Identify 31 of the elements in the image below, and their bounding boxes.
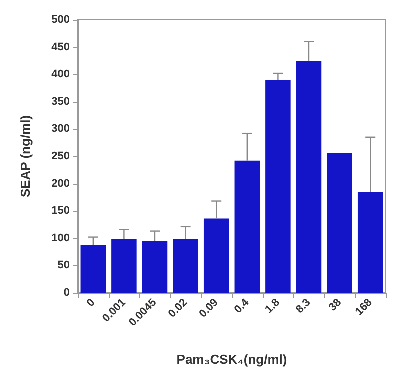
x-tick-label: 1.8 [263, 296, 282, 316]
y-tick-label: 200 [52, 178, 70, 190]
y-axis-title: SEAP (ng/ml) [18, 115, 33, 198]
bar [296, 60, 322, 293]
x-tick-label: 38 [326, 296, 344, 314]
bar [204, 218, 230, 293]
bar [327, 153, 352, 293]
x-axis-title: Pam₃CSK₄(ng/ml) [176, 352, 288, 367]
y-tick-label: 250 [52, 150, 70, 162]
bar [266, 80, 291, 293]
y-tick-label: 400 [52, 68, 70, 81]
x-tick-label: 0.09 [197, 296, 221, 320]
bar [234, 160, 260, 293]
y-tick-label: 100 [52, 232, 70, 244]
y-tick-label: 300 [52, 123, 70, 136]
x-tick-label: 0.02 [166, 296, 190, 320]
y-tick-label: 450 [52, 41, 70, 54]
x-tick-label: 168 [353, 296, 375, 318]
bar [358, 192, 384, 293]
y-tick-label: 150 [52, 205, 70, 218]
bar [142, 241, 168, 293]
y-tick-label: 0 [64, 287, 70, 299]
x-tick-label: 0.4 [232, 296, 252, 316]
bar [173, 239, 198, 293]
y-tick-label: 500 [52, 14, 70, 26]
y-tick-label: 50 [58, 260, 70, 272]
bar [112, 239, 137, 293]
bar [80, 246, 106, 293]
y-tick-label: 350 [52, 96, 70, 108]
x-tick-label: 8.3 [294, 296, 314, 316]
x-tick-label: 0 [84, 296, 98, 310]
